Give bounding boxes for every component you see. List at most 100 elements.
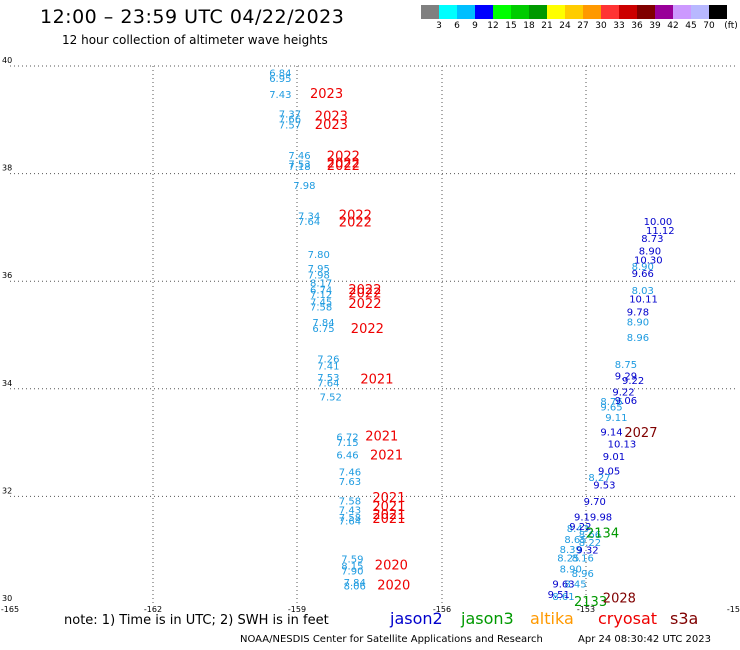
x-tick-label: -156: [433, 605, 451, 614]
color-swatch: [583, 5, 601, 19]
data-point-label: 8.27: [588, 473, 610, 484]
data-point-label: 2022: [339, 209, 372, 224]
data-point-label: 2022: [339, 216, 372, 231]
grid: [10, 65, 736, 604]
data-point-label: 9.29: [615, 371, 637, 382]
data-point-label: 6.72: [336, 433, 358, 444]
data-point-label: 7.58: [339, 497, 361, 508]
data-point-label: 2134: [586, 527, 619, 542]
data-point-label: 9.05: [598, 467, 620, 478]
x-tick-label: -154: [727, 605, 740, 614]
data-point-label: 7.58: [310, 302, 332, 313]
data-point-label: 7.90: [341, 567, 363, 578]
data-point-label: 9.65: [600, 403, 622, 414]
y-tick-label: 36: [2, 271, 12, 280]
data-point-label: 7.59: [341, 554, 363, 565]
credit-line: NOAA/NESDIS Center for Satellite Applica…: [240, 634, 543, 645]
data-point-label: 2028: [603, 592, 636, 607]
data-point-label: 9.63: [552, 580, 574, 591]
data-point-label: 8.03: [632, 286, 654, 297]
data-point-label: 2023: [310, 87, 343, 102]
data-point-label: 9.11: [605, 413, 627, 424]
data-point-label: 10.11: [629, 294, 658, 305]
data-point-label: 7.64: [317, 378, 339, 389]
data-point-label: 8.06: [344, 582, 366, 593]
data-point-label: 8.73: [641, 234, 663, 245]
color-swatch: [493, 5, 511, 19]
data-point-label: 9.70: [584, 497, 606, 508]
data-point-label: 7.98: [308, 271, 330, 282]
x-tick-label: -165: [1, 605, 19, 614]
data-point-label: 7.45: [310, 298, 332, 309]
data-point-label: 8.16: [572, 554, 594, 565]
data-point-label: 8.61: [552, 592, 574, 603]
data-point-label: 8.96: [572, 569, 594, 580]
color-swatch: [691, 5, 709, 19]
data-point-label: 6.84: [269, 68, 291, 79]
color-scale-label: 30: [595, 21, 607, 31]
chart-title: 12:00 – 23:59 UTC 04/22/2023: [40, 6, 345, 28]
color-swatch: [601, 5, 619, 19]
data-point-label: 8.66: [579, 530, 601, 541]
color-scale-label: 18: [523, 21, 535, 31]
series-altimeter-swh: 6.846.957.437.377.667.577.467.537.187.98…: [269, 68, 654, 602]
color-scale-label: 33: [613, 21, 625, 31]
color-scale-label: 27: [577, 21, 589, 31]
data-point-label: 9.78: [627, 307, 649, 318]
data-point-label: 8.90: [560, 564, 582, 575]
generated-timestamp: Apr 24 08:30:42 UTC 2023: [578, 634, 711, 645]
color-scale-label: 70: [703, 21, 715, 31]
data-point-label: 7.18: [288, 162, 310, 173]
data-point-label: 7.15: [336, 438, 358, 449]
color-scale-bar: [421, 5, 727, 19]
data-point-label: 2022: [327, 156, 360, 171]
color-swatch: [457, 5, 475, 19]
data-point-label: 8.90: [627, 318, 649, 329]
series-jason3: 2134 2133: [574, 527, 619, 610]
color-swatch: [673, 5, 691, 19]
data-point-label: 8.75: [615, 360, 637, 371]
color-swatch: [421, 5, 439, 19]
data-point-label: 2020: [375, 558, 408, 573]
data-point-label: 7.84: [312, 318, 334, 329]
data-point-label: 2133: [574, 595, 607, 610]
series-jason2: 9.519.639.229.19.989.709.329.539.059.011…: [548, 217, 675, 601]
data-point-label: 7.66: [279, 115, 301, 126]
data-point-label: 7.57: [279, 121, 301, 132]
color-swatch: [709, 5, 727, 19]
data-point-label: 9.06: [615, 396, 637, 407]
data-point-label: 2027: [624, 426, 657, 441]
data-point-label: 2023: [315, 110, 348, 125]
data-point-label: 8.45: [564, 580, 586, 591]
color-swatch: [475, 5, 493, 19]
data-point-label: 9.22: [622, 376, 644, 387]
color-scale-label: 21: [541, 21, 553, 31]
data-point-label: 9.53: [593, 481, 615, 492]
color-swatch: [565, 5, 583, 19]
data-point-label: 8.43: [567, 524, 589, 535]
color-swatch: [529, 5, 547, 19]
data-point-label: 7.52: [320, 392, 342, 403]
color-scale-label: 24: [559, 21, 571, 31]
legend-jason2: jason2: [390, 609, 443, 628]
data-point-label: 8.90: [639, 247, 661, 258]
series-year-2023: 2023202320232022202220222022202220222022…: [310, 87, 410, 594]
color-swatch: [547, 5, 565, 19]
data-point-label: 7.64: [298, 217, 320, 228]
series-s3a: 2028 2027: [603, 426, 658, 607]
color-scale-label: 45: [685, 21, 697, 31]
color-scale-label: 36: [631, 21, 643, 31]
data-point-label: 7.84: [344, 578, 366, 589]
data-point-label: 7.64: [339, 517, 361, 528]
data-point-label: 7.46: [339, 468, 361, 479]
data-point-label: 2022: [327, 159, 360, 174]
data-point-label: 2021: [372, 508, 405, 523]
data-point-label: 8.22: [579, 538, 601, 549]
data-point-label: 9.22: [612, 387, 634, 398]
data-point-label: 9.51: [548, 590, 570, 601]
data-point-label: 7.63: [339, 477, 361, 488]
footer-note: note: 1) Time is in UTC; 2) SWH is in fe…: [64, 613, 329, 628]
color-swatch: [511, 5, 529, 19]
chart-subtitle: 12 hour collection of altimeter wave hei…: [62, 33, 328, 47]
data-point-label: 6.74: [310, 285, 332, 296]
